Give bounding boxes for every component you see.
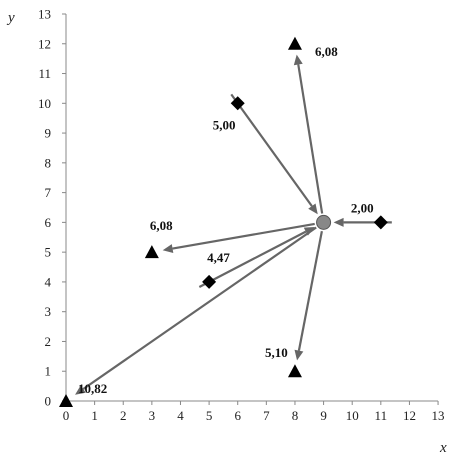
triangle-point [287,36,302,50]
x-tick-label: 1 [91,408,98,423]
arrow-from-diamond-head [303,226,315,236]
y-tick-label: 2 [45,334,52,349]
x-axis-label: x [439,440,447,456]
distance-label: 2,00 [351,200,374,215]
y-tick-label: 7 [45,185,52,200]
x-tick-labels: 0 1 2 3 4 5 6 7 8 9 10 11 12 13 [63,408,445,423]
y-tick-label: 5 [45,245,52,260]
x-tick-label: 4 [177,408,184,423]
triangle-point [287,364,302,378]
distance-label: 5,00 [213,117,236,132]
arrow-from-diamond-head [333,217,344,227]
arrow-from-diamond-head [308,203,318,215]
x-tick-label: 10 [346,408,359,423]
x-tick-label: 11 [375,408,388,423]
arrow-to-triangle-line [297,64,324,214]
y-tick-label: 9 [45,126,52,141]
diamond-point [230,96,245,111]
x-tick-label: 7 [263,408,270,423]
arrow-to-triangle-head [162,244,174,253]
diamond-point [202,274,217,289]
arrow-to-triangle-head [75,385,86,395]
center-point [316,214,332,230]
y-tick-label: 12 [38,36,51,51]
markers [59,36,388,407]
y-axis-label: y [6,10,15,26]
triangle-point [59,394,73,407]
x-tick-label: 6 [234,408,241,423]
y-tick-label: 0 [45,394,52,409]
arrow-to-triangle-head [294,349,304,361]
y-tick-label: 11 [38,66,51,81]
arrow-to-triangle-line [82,226,317,390]
distance-label: 6,08 [150,218,173,233]
distance-label: 4,47 [207,250,230,265]
x-tick-label: 9 [320,408,327,423]
arrow-from-diamond-line [198,230,307,288]
arrow-from-diamond-line [230,93,313,207]
y-tick-label: 6 [45,215,52,230]
x-tick-label: 8 [292,408,299,423]
y-tick-label: 3 [45,304,52,319]
y-tick-label: 8 [45,155,52,170]
y-tick-label: 4 [45,274,52,289]
x-tick-label: 2 [120,408,127,423]
distance-label: 6,08 [315,44,338,59]
x-tick-label: 0 [63,408,70,423]
distance-labels: 6,08 6,08 5,10 10,82 5,00 2,00 4,47 [78,44,374,396]
x-tick-label: 5 [206,408,213,423]
arrow-to-triangle-line [297,231,323,351]
arrow-to-triangle-head [293,54,303,66]
x-tick-label: 12 [403,408,416,423]
y-tick-label: 1 [45,364,52,379]
x-tick-label: 3 [149,408,156,423]
y-tick-label: 13 [38,6,51,21]
y-tick-label: 10 [38,96,51,111]
x-tick-label: 13 [432,408,445,423]
distance-label: 5,10 [265,345,288,360]
arrow-to-triangle-line [172,222,315,250]
distance-label: 10,82 [78,381,107,396]
triangle-point [144,245,159,259]
diamond-point [373,215,388,230]
arrows [75,54,392,395]
axes [62,13,439,405]
